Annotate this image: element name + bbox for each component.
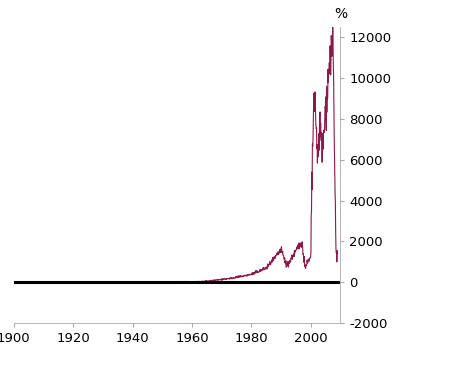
Text: %: % (333, 7, 346, 21)
